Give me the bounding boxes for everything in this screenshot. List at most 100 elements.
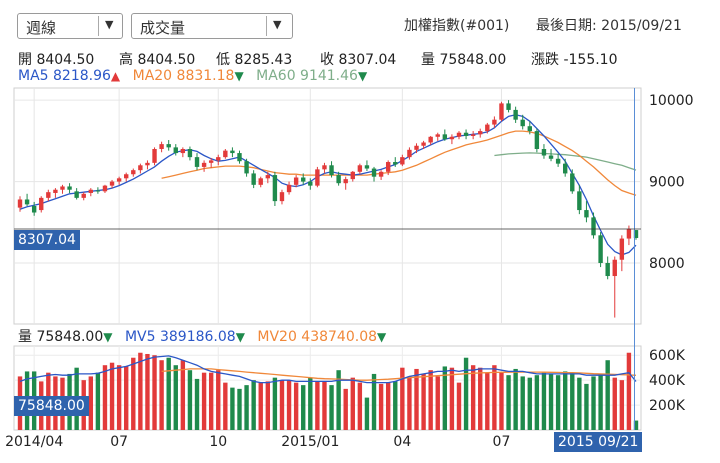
volume-bar bbox=[166, 357, 171, 430]
volume-bar bbox=[343, 388, 348, 430]
volume-bar bbox=[265, 381, 271, 430]
candle-body bbox=[442, 134, 448, 140]
volume-bar bbox=[428, 370, 433, 430]
volume-bar bbox=[308, 377, 313, 430]
volume-bar bbox=[414, 368, 419, 430]
candle-body bbox=[385, 162, 391, 172]
candle-body bbox=[449, 136, 455, 140]
period-select[interactable]: 週線 ▼ bbox=[17, 13, 123, 39]
volume-bar bbox=[201, 372, 207, 430]
volume-bar bbox=[563, 371, 568, 430]
mv5-line bbox=[19, 355, 637, 384]
volume-bar bbox=[131, 357, 136, 430]
candle-body bbox=[39, 197, 44, 211]
candle-body bbox=[527, 126, 532, 132]
ma20-line bbox=[161, 130, 637, 196]
volume-bar bbox=[541, 372, 547, 430]
candle-body bbox=[463, 132, 469, 136]
volume-bar bbox=[124, 366, 129, 430]
price-plot-frame bbox=[13, 87, 642, 325]
volume-bar bbox=[435, 376, 440, 430]
mv5-direction-icon: ▼ bbox=[235, 330, 245, 344]
candle-body bbox=[251, 173, 256, 185]
date-tick-label-3: 2015/01 bbox=[281, 434, 339, 450]
ma60-label: MA60 9141.46 bbox=[256, 68, 358, 84]
candle-body bbox=[456, 132, 462, 137]
candle-body bbox=[258, 178, 263, 185]
candle-body bbox=[315, 169, 320, 186]
indicator-select[interactable]: 成交量 ▼ bbox=[131, 13, 293, 39]
select-divider bbox=[266, 16, 267, 36]
candle-body bbox=[329, 165, 334, 176]
volume-bar bbox=[88, 376, 93, 430]
axis-labels: 10000 9000 8000 600K 400K 200K 2014/04 07 10 2015… bbox=[5, 93, 693, 450]
candle-body bbox=[201, 162, 207, 167]
candle-body bbox=[88, 189, 93, 193]
volume-tick-label-2: 200K bbox=[649, 398, 686, 414]
candle-body bbox=[272, 175, 278, 202]
candle-body bbox=[612, 259, 617, 277]
candle-body bbox=[216, 157, 221, 161]
volume-bar bbox=[329, 385, 334, 430]
volume-bar bbox=[95, 372, 101, 430]
candle-body bbox=[555, 158, 561, 164]
volume-bar bbox=[605, 360, 610, 430]
volume-bar bbox=[520, 376, 525, 430]
candle-body bbox=[371, 168, 377, 177]
ma20-label: MA20 8831.18 bbox=[132, 68, 235, 84]
candle-body bbox=[31, 206, 37, 213]
volume-bar bbox=[619, 380, 625, 430]
candle-body bbox=[414, 145, 419, 150]
ma60-line bbox=[494, 152, 637, 171]
chevron-down-icon[interactable]: ▼ bbox=[105, 18, 114, 31]
volume-bar bbox=[251, 380, 256, 430]
volume-bar bbox=[138, 352, 143, 430]
candle-body bbox=[279, 192, 285, 202]
quote-volume: 量 75848.00 bbox=[421, 52, 507, 68]
candle-body bbox=[17, 199, 23, 208]
current-volume-tag: 75848.00 bbox=[14, 396, 89, 416]
candle-body bbox=[109, 181, 115, 186]
candle-body bbox=[470, 134, 476, 136]
volume-bar bbox=[230, 387, 235, 430]
candle-body bbox=[301, 177, 306, 182]
volume-bar bbox=[534, 375, 540, 430]
period-select-value: 週線 bbox=[26, 19, 57, 37]
candle-body bbox=[591, 217, 596, 236]
candle-body bbox=[187, 149, 193, 158]
candle-body bbox=[230, 150, 235, 154]
candle-body bbox=[208, 160, 214, 163]
volume-bar bbox=[152, 355, 157, 430]
ma5-line bbox=[19, 114, 637, 256]
candle-body bbox=[166, 144, 171, 148]
volume-legend: 量 75848.00▼ MV5 389186.08▼ MV20 438740.0… bbox=[18, 326, 386, 346]
candle-body bbox=[570, 173, 575, 192]
index-name: 加權指數(#001) bbox=[404, 18, 510, 34]
candle-body bbox=[541, 149, 547, 156]
volume-bar bbox=[499, 372, 504, 430]
candle-body bbox=[513, 109, 518, 120]
mv5-label: MV5 389186.08 bbox=[124, 329, 236, 345]
volume-bar bbox=[407, 376, 412, 430]
volume-bar bbox=[456, 382, 462, 430]
volume-bar bbox=[315, 381, 320, 430]
volume-bar bbox=[584, 383, 589, 430]
candle-body bbox=[286, 184, 292, 193]
volume-bar bbox=[470, 365, 476, 430]
quote-change: 漲跌 -155.10 bbox=[531, 52, 618, 68]
volume-bar bbox=[116, 365, 122, 430]
volume-bar bbox=[102, 365, 108, 430]
candle-body bbox=[67, 186, 72, 190]
chevron-down-icon[interactable]: ▼ bbox=[273, 18, 282, 31]
indicator-select-value: 成交量 bbox=[140, 19, 186, 37]
volume-bar bbox=[591, 376, 596, 430]
candle-body bbox=[173, 147, 178, 154]
moving-average-lines bbox=[19, 114, 637, 256]
date-tick-label-4: 04 bbox=[393, 434, 411, 450]
candle-body bbox=[194, 157, 200, 167]
volume-bar bbox=[237, 388, 242, 430]
volume-bar bbox=[244, 385, 249, 430]
candle-body bbox=[400, 157, 405, 165]
candle-body bbox=[159, 144, 164, 149]
